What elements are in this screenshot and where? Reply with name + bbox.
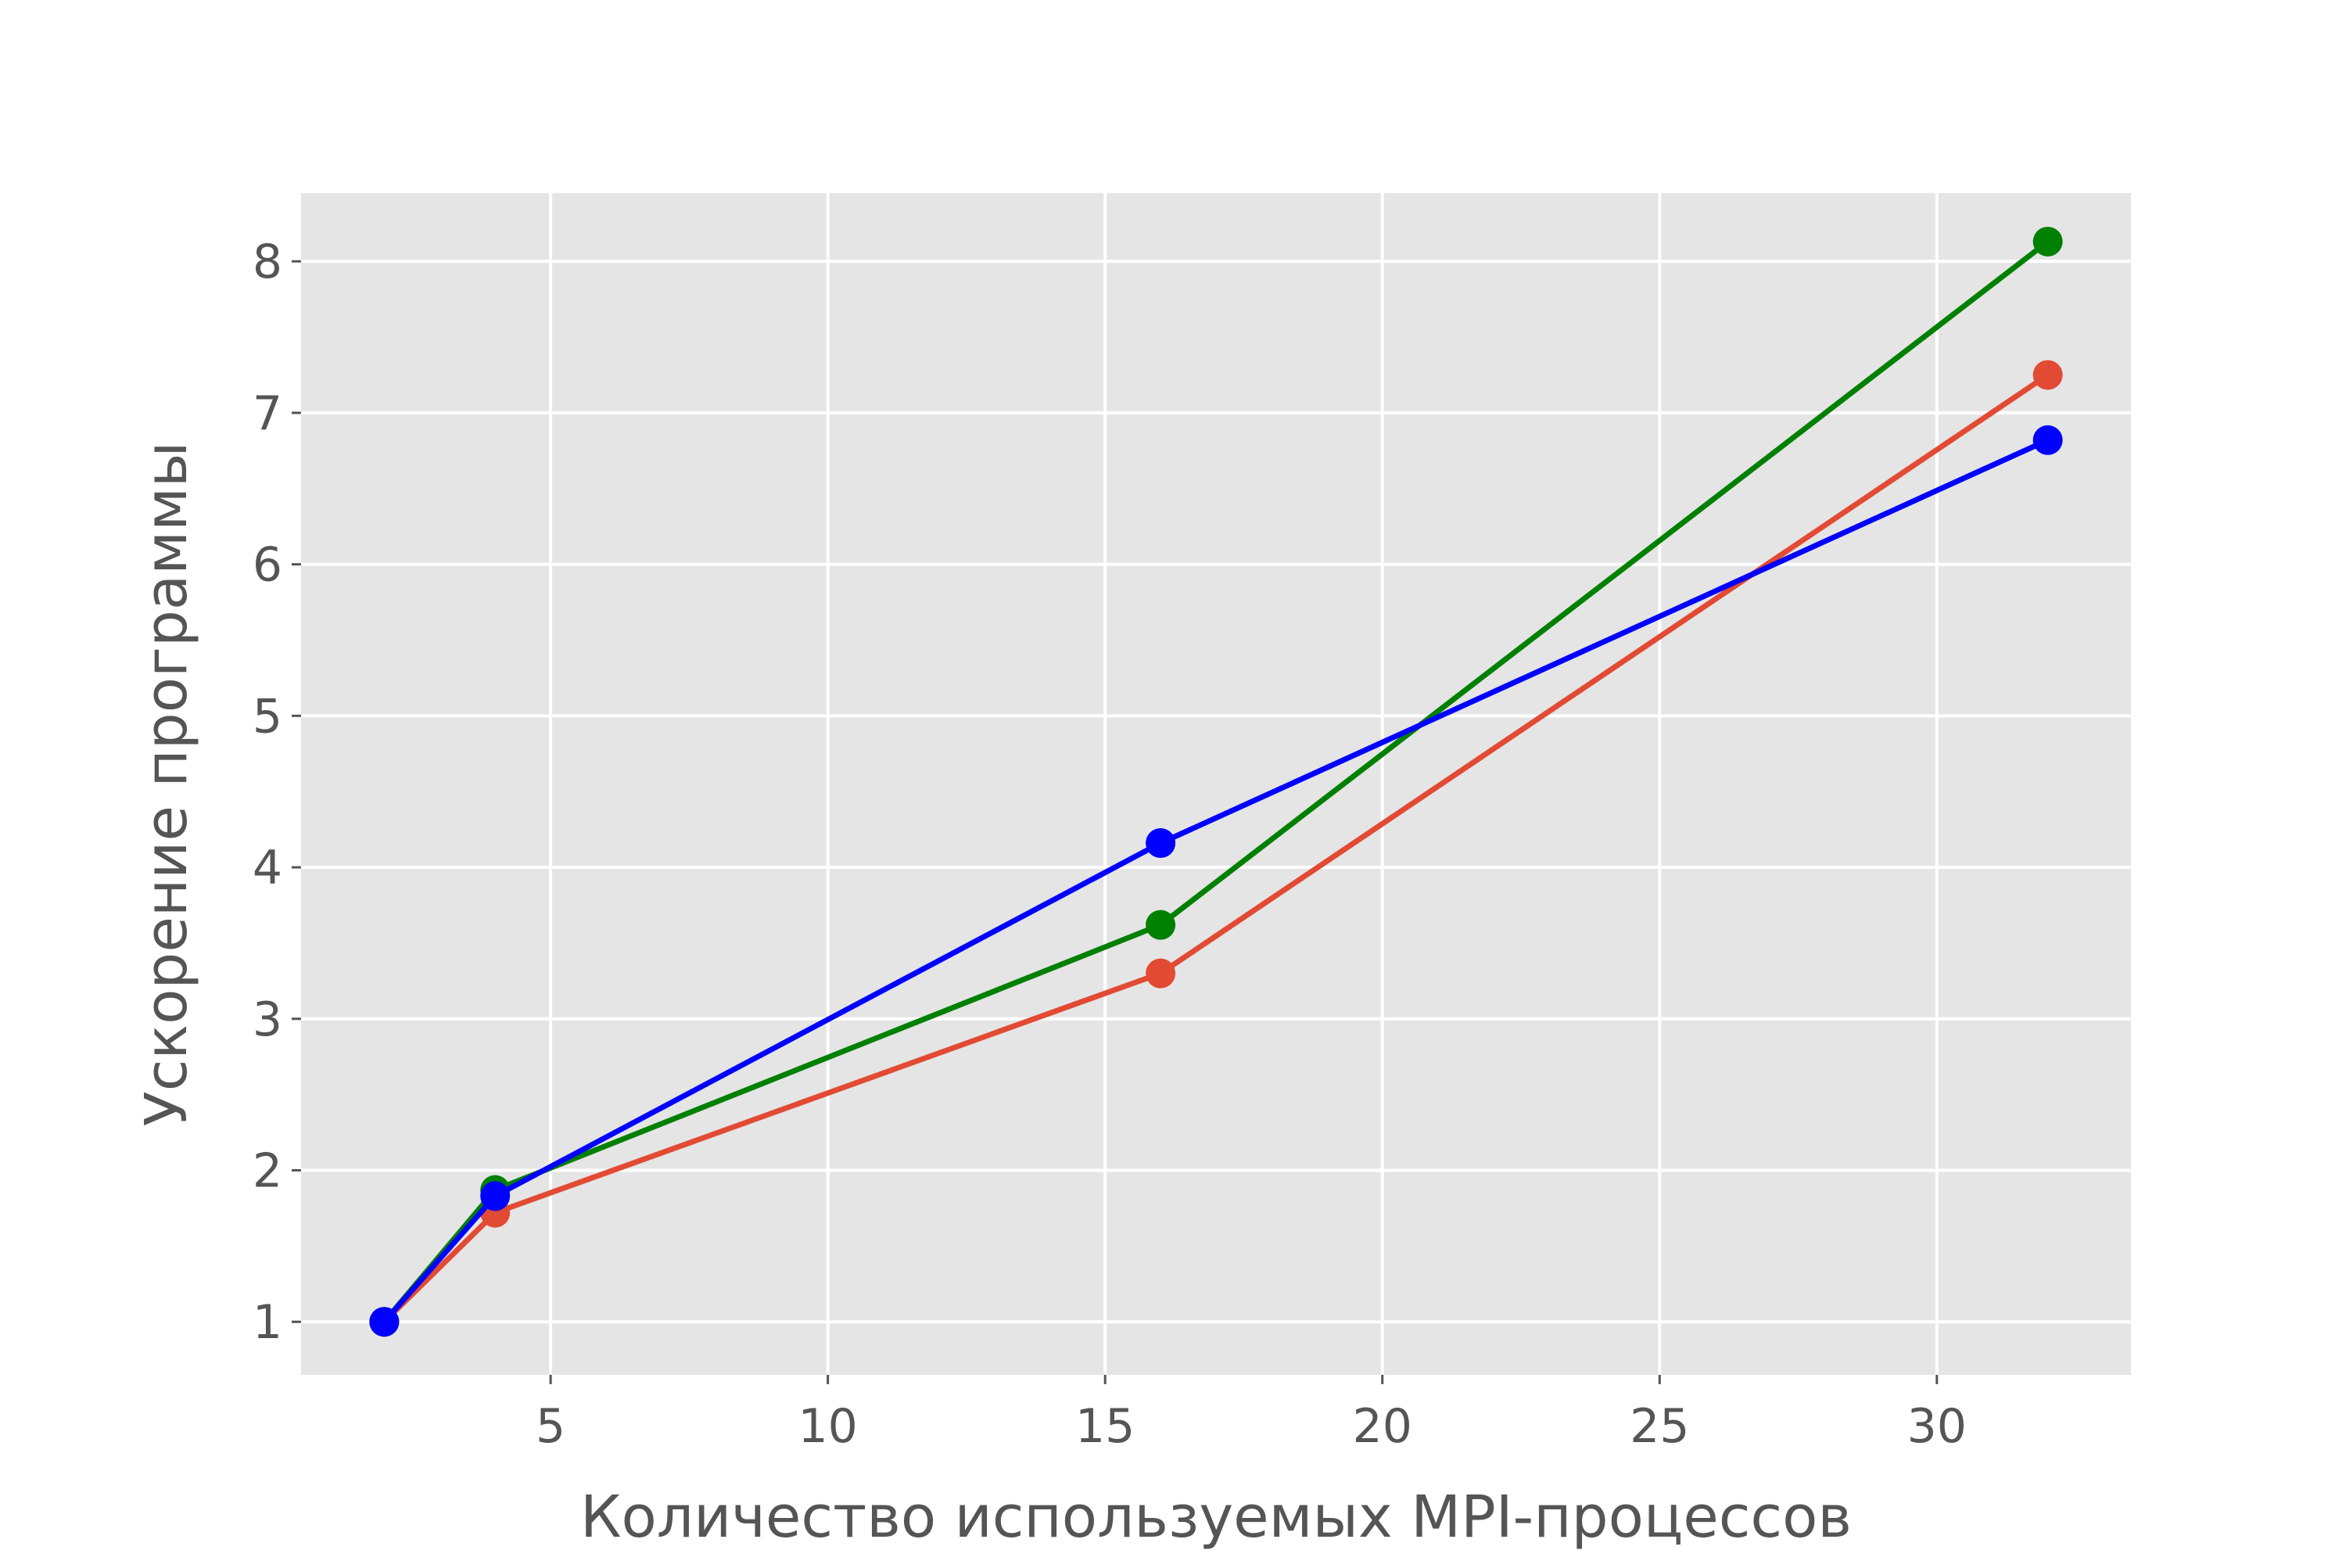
plot-area <box>301 193 2131 1375</box>
y-tick-label-3: 3 <box>253 992 282 1047</box>
series-1-point-3 <box>1146 958 1176 989</box>
series-3 <box>369 425 2063 1337</box>
x-tick-label-30: 30 <box>1907 1399 1967 1454</box>
x-tick-label-25: 25 <box>1630 1399 1689 1454</box>
x-tick-label-10: 10 <box>798 1399 857 1454</box>
y-tick-label-1: 1 <box>253 1295 282 1350</box>
y-tick-label-2: 2 <box>253 1143 282 1198</box>
series-layer <box>369 226 2063 1337</box>
series-3-point-2 <box>480 1181 511 1211</box>
x-axis-label: Количество используемых MPI-процессов <box>580 1484 1852 1551</box>
y-tick-label-4: 4 <box>253 841 282 895</box>
y-tick-label-7: 7 <box>253 386 282 441</box>
axis-ticks: 5 10 15 20 25 30 1 2 3 4 5 6 7 8 <box>253 235 1967 1454</box>
x-tick-label-5: 5 <box>536 1399 565 1454</box>
series-1-line <box>382 372 2050 1324</box>
y-axis-label: Ускорение программы <box>133 442 200 1127</box>
series-3-point-4 <box>2032 425 2063 455</box>
y-tick-label-6: 6 <box>253 538 282 593</box>
x-tick-label-20: 20 <box>1353 1399 1412 1454</box>
series-3-point-3 <box>1146 828 1176 859</box>
series-2-point-4 <box>2032 226 2063 257</box>
series-3-line <box>382 437 2050 1324</box>
series-1-point-4 <box>2032 360 2063 390</box>
y-tick-label-5: 5 <box>253 689 282 744</box>
series-2-point-3 <box>1146 910 1176 940</box>
x-tick-label-15: 15 <box>1075 1399 1135 1454</box>
series-3-point-1 <box>369 1307 400 1337</box>
y-tick-label-8: 8 <box>253 235 282 289</box>
